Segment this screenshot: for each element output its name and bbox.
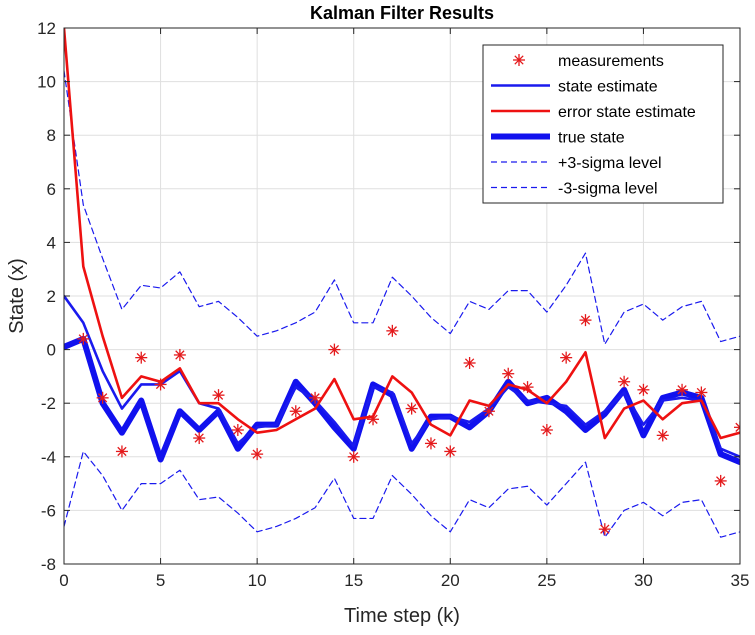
x-tick-label: 30: [634, 571, 653, 590]
measurement-point: [289, 405, 302, 418]
measurement-point: [598, 523, 611, 536]
y-tick-label: 2: [47, 287, 56, 306]
x-tick-label: 0: [59, 571, 68, 590]
y-tick-label: 0: [47, 341, 56, 360]
y-tick-label: -4: [41, 448, 56, 467]
x-tick-label: 25: [537, 571, 556, 590]
legend-label: state estimate: [558, 79, 658, 96]
measurement-point: [618, 375, 631, 388]
x-tick-label: 15: [344, 571, 363, 590]
measurement-point: [695, 386, 708, 399]
legend-box: [482, 44, 724, 204]
measurement-point: [173, 348, 186, 361]
legend-label: error state estimate: [558, 104, 696, 121]
measurement-point: [482, 405, 495, 418]
x-axis-label: Time step (k): [344, 605, 460, 627]
x-tick-label: 20: [441, 571, 460, 590]
measurement-point: [347, 450, 360, 463]
measurement-point: [579, 314, 592, 327]
legend-label: measurements: [558, 53, 664, 70]
measurement-point: [424, 437, 437, 450]
y-tick-label: -2: [41, 394, 56, 413]
measurement-point: [231, 424, 244, 436]
series-measurements: [77, 314, 740, 536]
legend-item-3-sigma-level: +3-sigma level: [491, 155, 662, 172]
measurement-point: [193, 432, 206, 445]
x-tick-label: 5: [156, 571, 165, 590]
legend-label: -3-sigma level: [558, 181, 658, 198]
series-line-error-state-estimate: [64, 28, 740, 440]
measurement-point: [96, 391, 109, 404]
legend-marker: [513, 54, 525, 66]
y-axis-label: State (x): [6, 258, 28, 334]
series-group: [64, 28, 740, 538]
legend-item-error-state-estimate: error state estimate: [491, 104, 696, 121]
x-tick-label: 10: [248, 571, 267, 590]
measurement-point: [734, 421, 740, 434]
y-tick-label: 10: [37, 73, 56, 92]
legend-item-true-state: true state: [491, 130, 625, 147]
legend: measurements state estimate error state es…: [482, 44, 724, 204]
measurement-point: [309, 391, 322, 404]
y-tick-label: 6: [47, 180, 56, 199]
legend-item-state-estimate: state estimate: [491, 79, 658, 96]
x-tick-label: 35: [731, 571, 750, 590]
measurement-point: [714, 474, 727, 487]
measurement-point: [560, 351, 573, 364]
measurement-point: [135, 351, 148, 364]
y-tick-label: 12: [37, 19, 56, 38]
measurement-point: [328, 343, 341, 356]
measurement-point: [656, 429, 669, 442]
series-line-state-estimate: [64, 294, 740, 459]
y-tick-label: -6: [41, 501, 56, 520]
measurement-point: [676, 383, 689, 396]
measurement-point: [251, 448, 264, 461]
y-tick-label: 8: [47, 126, 56, 145]
measurement-point: [463, 357, 476, 369]
measurement-point: [77, 332, 90, 345]
series-line-3-sigma-level: [64, 450, 740, 538]
series-line-3-sigma-level: [64, 70, 740, 345]
measurement-point: [444, 445, 457, 458]
legend-item-3-sigma-level: -3-sigma level: [491, 181, 658, 198]
legend-item-measurements: measurements: [513, 53, 664, 70]
measurement-point: [154, 378, 167, 391]
y-tick-label: 4: [47, 233, 56, 252]
measurement-point: [521, 381, 534, 394]
legend-label: +3-sigma level: [558, 155, 662, 172]
measurement-point: [386, 324, 399, 337]
measurement-point: [502, 367, 515, 380]
measurement-point: [212, 389, 225, 402]
y-tick-label: -8: [41, 555, 56, 574]
measurement-point: [367, 413, 380, 426]
measurement-point: [115, 445, 128, 458]
ticks: 0 5 10 15 20 25 30 35 -8 -6 -4 -2 0 2 4 6 8 10 12: [37, 19, 749, 590]
measurement-point: [540, 424, 553, 436]
measurement-point: [637, 383, 650, 396]
chart-title: Kalman Filter Results: [310, 3, 494, 23]
legend-label: true state: [558, 130, 625, 147]
measurement-point: [405, 402, 418, 415]
